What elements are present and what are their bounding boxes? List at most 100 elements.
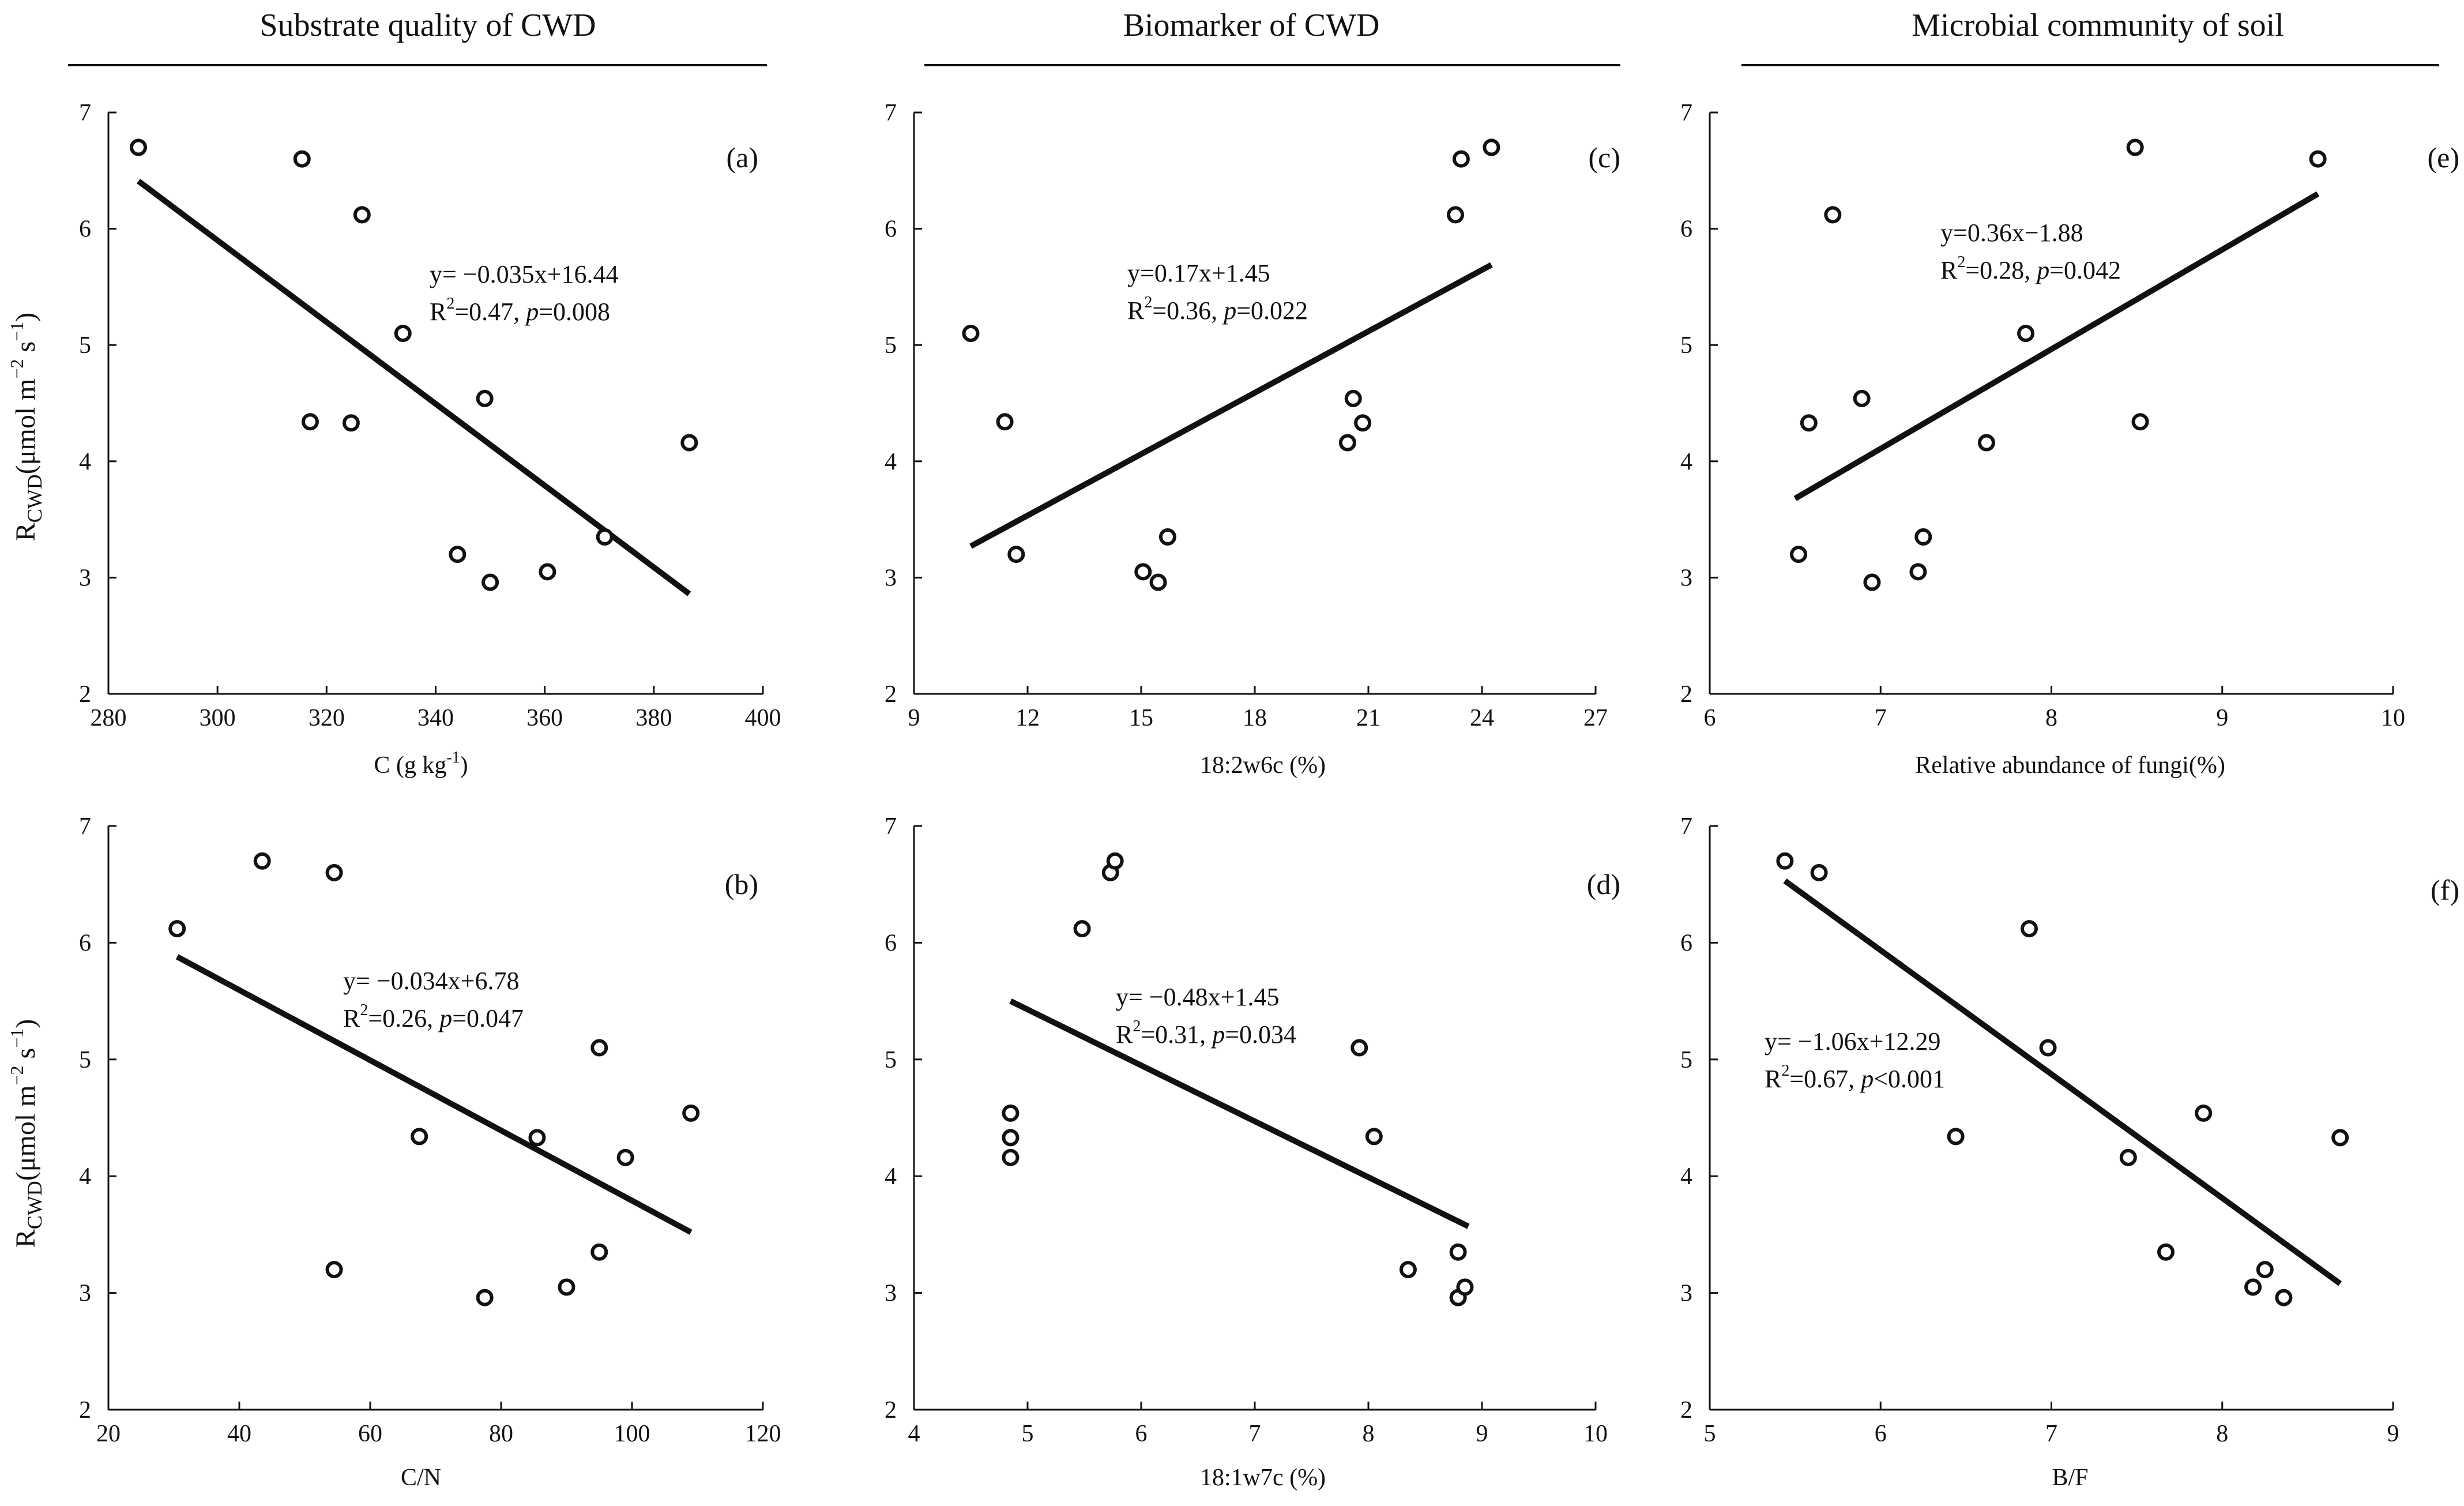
- data-point-a: [481, 573, 499, 591]
- data-point-a: [680, 434, 698, 452]
- r2-value-f: =0.67,: [1789, 1065, 1861, 1093]
- y-tick-label-f: 5: [1680, 1047, 1692, 1073]
- equation-b: y= −0.034x+6.78: [343, 967, 519, 995]
- r2-sup-f: 2: [1781, 1062, 1789, 1080]
- fit-line-c: [969, 262, 1493, 549]
- data-point-a: [130, 138, 148, 156]
- x-tick-label-e: 9: [2216, 705, 2228, 731]
- data-point-a: [293, 150, 311, 168]
- axes-e: 2 3 4 5 6 7 6 7 8 9 10: [1680, 100, 2405, 731]
- axes-b: 2 3 4 5 6 7 20 40 60 80 100 120: [79, 813, 781, 1447]
- p-value-c: =0.022: [1236, 296, 1308, 325]
- x-tick-label-b: 120: [745, 1421, 781, 1447]
- r2-sup-e: 2: [1957, 253, 1965, 271]
- x-tick-label-e: 10: [2381, 705, 2405, 731]
- data-point-e: [1790, 546, 1808, 564]
- data-point-d: [1351, 1039, 1368, 1057]
- panel-label-a: (a): [727, 141, 759, 174]
- data-point-a: [449, 546, 467, 564]
- y-tick-label-f: 4: [1680, 1163, 1692, 1190]
- equation-a: y= −0.035x+16.44: [430, 260, 618, 288]
- r2-sup-a: 2: [446, 295, 454, 313]
- data-point-d: [1002, 1129, 1020, 1147]
- panel-label-d: (d): [1587, 868, 1620, 900]
- y-tick-label-f: 2: [1680, 1397, 1692, 1424]
- data-point-c: [1452, 150, 1470, 168]
- data-point-f: [1776, 852, 1794, 870]
- data-point-e: [2126, 138, 2144, 156]
- y-tick-label-d: 2: [885, 1397, 897, 1424]
- y-tick-label-a: 7: [79, 100, 91, 126]
- data-point-c: [1447, 206, 1465, 224]
- xlabel-main-f: B/F: [2052, 1464, 2088, 1491]
- ylabel-bottom-exp1: −2: [6, 1065, 27, 1085]
- p-value-e: =0.042: [2049, 256, 2121, 284]
- xlabel-sup-a: -1: [446, 749, 460, 767]
- r2-value-c: =0.36,: [1152, 296, 1224, 325]
- y-tick-label-d: 6: [885, 930, 897, 956]
- y-tick-label-b: 2: [79, 1397, 91, 1424]
- x-tick-label-f: 5: [1704, 1421, 1716, 1447]
- ylabel-top-exp1: −2: [6, 359, 27, 378]
- data-point-b: [325, 863, 343, 881]
- data-point-c: [1338, 434, 1356, 452]
- points-a: [130, 138, 698, 591]
- axes-d: 2 3 4 5 6 7 4 5 6 7 8 9 10: [885, 813, 1608, 1447]
- stats-e: R2=0.28, p=0.042: [1940, 253, 2121, 284]
- data-point-a: [301, 413, 319, 431]
- r2-sup-d: 2: [1133, 1017, 1141, 1035]
- y-tick-label-a: 5: [79, 332, 91, 359]
- x-tick-label-c: 12: [1015, 705, 1040, 731]
- data-point-c: [1007, 546, 1025, 564]
- data-point-f: [2119, 1148, 2137, 1166]
- y-tick-label-e: 3: [1680, 565, 1692, 591]
- p-value-a: =0.008: [539, 298, 610, 326]
- x-tick-label-e: 7: [1875, 705, 1887, 731]
- ylabel-bottom-exp2: −1: [6, 1028, 27, 1048]
- data-point-c: [1344, 389, 1362, 407]
- p-value-b: =0.047: [452, 1004, 524, 1032]
- data-point-a: [394, 325, 412, 343]
- ylabel-top-mid: s: [10, 341, 41, 359]
- y-tick-label-f: 3: [1680, 1280, 1692, 1307]
- ylabel-bottom: RCWD(μmol m−2 s−1): [6, 1019, 46, 1248]
- data-point-f: [2039, 1039, 2057, 1057]
- data-point-f: [2157, 1243, 2175, 1261]
- y-tick-label-c: 6: [885, 216, 897, 243]
- r2-label-f: R: [1765, 1065, 1782, 1093]
- equation-c: y=0.17x+1.45: [1127, 259, 1270, 287]
- data-point-b: [616, 1148, 634, 1166]
- data-point-c: [1354, 414, 1372, 432]
- r2-sup-b: 2: [360, 1001, 368, 1019]
- data-point-e: [1824, 206, 1842, 224]
- data-point-f: [2195, 1104, 2213, 1122]
- x-tick-label-b: 80: [489, 1421, 513, 1447]
- x-tick-label-d: 8: [1363, 1421, 1375, 1447]
- p-value-f: <0.001: [1874, 1065, 1945, 1093]
- data-point-d: [1399, 1261, 1417, 1279]
- y-tick-label-e: 2: [1680, 681, 1692, 708]
- data-point-d: [1449, 1243, 1467, 1261]
- data-point-e: [2131, 413, 2149, 431]
- x-tick-label-c: 24: [1470, 705, 1494, 731]
- y-tick-label-d: 3: [885, 1280, 897, 1307]
- x-tick-label-a: 300: [200, 705, 236, 731]
- ylabel-top: RCWD(μmol m−2 s−1): [6, 313, 46, 542]
- data-point-f: [1947, 1128, 1965, 1146]
- x-tick-label-d: 9: [1476, 1421, 1488, 1447]
- data-point-c: [962, 325, 980, 343]
- data-point-a: [353, 206, 371, 224]
- column-title-substrate: Substrate quality of CWD: [259, 7, 596, 43]
- xlabel-main-d: 18:1w7c (%): [1200, 1464, 1326, 1491]
- stats-f: R2=0.67, p<0.001: [1765, 1062, 1945, 1093]
- x-tick-label-b: 40: [227, 1421, 251, 1447]
- data-point-d: [1002, 1104, 1020, 1122]
- data-point-c: [1134, 563, 1152, 581]
- data-point-b: [528, 1129, 546, 1147]
- ylabel-top-unit: (μmol m: [10, 379, 41, 475]
- x-tick-label-f: 9: [2387, 1421, 2399, 1447]
- panel-b: 2 3 4 5 6 7 20 40 60 80 100 120 (b) y= −0.034x+6.78…: [79, 813, 781, 1491]
- points-b: [168, 852, 700, 1306]
- equation-f: y= −1.06x+12.29: [1765, 1027, 1940, 1056]
